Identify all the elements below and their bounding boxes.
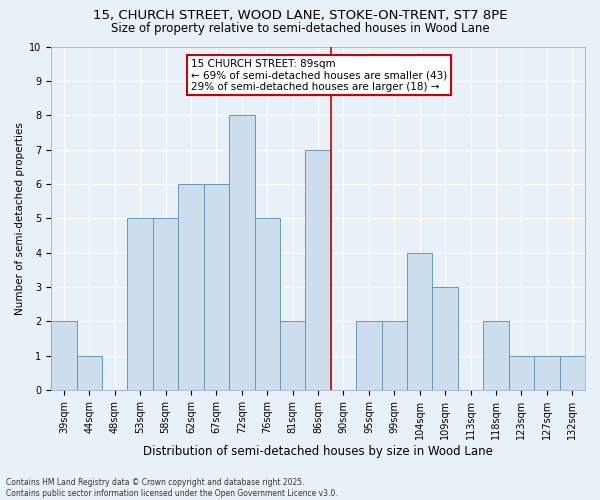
Text: Contains HM Land Registry data © Crown copyright and database right 2025.
Contai: Contains HM Land Registry data © Crown c… — [6, 478, 338, 498]
Bar — [433, 287, 458, 390]
Bar — [382, 321, 407, 390]
Text: Size of property relative to semi-detached houses in Wood Lane: Size of property relative to semi-detach… — [110, 22, 490, 35]
X-axis label: Distribution of semi-detached houses by size in Wood Lane: Distribution of semi-detached houses by … — [143, 444, 493, 458]
Bar — [407, 252, 433, 390]
Bar — [178, 184, 203, 390]
Bar — [127, 218, 153, 390]
Bar — [560, 356, 585, 390]
Bar — [484, 321, 509, 390]
Bar — [203, 184, 229, 390]
Y-axis label: Number of semi-detached properties: Number of semi-detached properties — [15, 122, 25, 314]
Bar — [51, 321, 77, 390]
Text: 15, CHURCH STREET, WOOD LANE, STOKE-ON-TRENT, ST7 8PE: 15, CHURCH STREET, WOOD LANE, STOKE-ON-T… — [93, 9, 507, 22]
Bar — [534, 356, 560, 390]
Bar — [254, 218, 280, 390]
Bar — [77, 356, 102, 390]
Bar — [280, 321, 305, 390]
Bar — [509, 356, 534, 390]
Bar — [153, 218, 178, 390]
Bar — [229, 115, 254, 390]
Bar — [305, 150, 331, 390]
Text: 15 CHURCH STREET: 89sqm
← 69% of semi-detached houses are smaller (43)
29% of se: 15 CHURCH STREET: 89sqm ← 69% of semi-de… — [191, 58, 447, 92]
Bar — [356, 321, 382, 390]
